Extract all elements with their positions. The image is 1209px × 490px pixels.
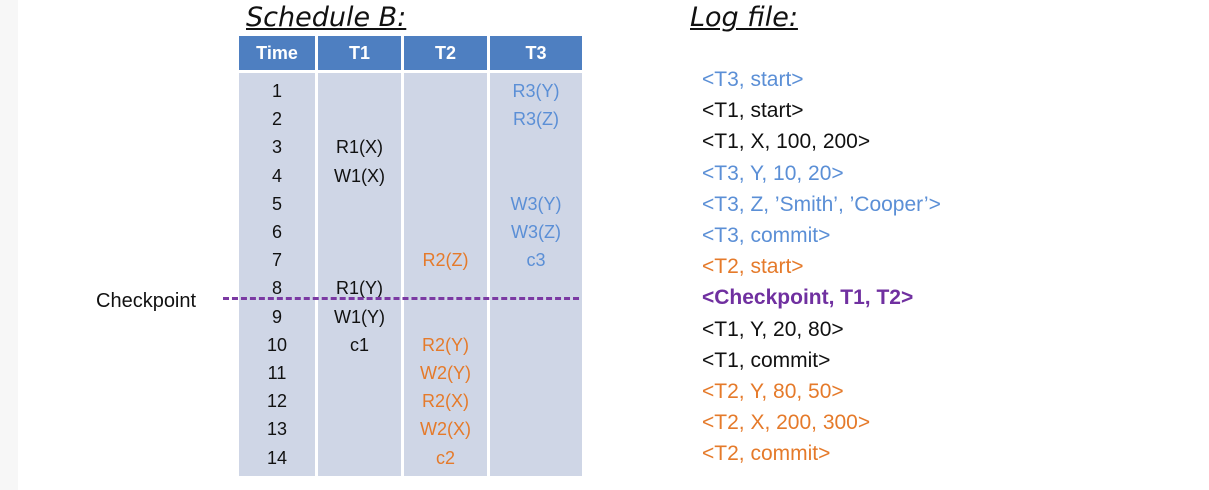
log-title: Log file: xyxy=(690,2,798,33)
cell-t3: c3 xyxy=(526,250,546,271)
cell-time: 1 xyxy=(271,81,282,101)
cell-time: 2 xyxy=(271,109,282,130)
column-time: 1 2 3 4 5 6 7 8 9 10 11 12 13 14 xyxy=(239,73,315,476)
cell-time: 4 xyxy=(271,165,282,186)
cell-t2: W2(Y) xyxy=(420,363,471,383)
cell-t3: W3(Y) xyxy=(510,193,562,214)
log-entry: <T2, Y, 80, 50> xyxy=(702,380,844,403)
cell-t2: R2(X) xyxy=(421,391,469,412)
log-entry: <T2, X, 200, 300> xyxy=(702,411,871,435)
cell-t1: c1 xyxy=(349,334,369,355)
checkpoint-label: Checkpoint xyxy=(96,290,197,312)
log-entry: <T1, start> xyxy=(702,99,804,123)
cell-time: 9 xyxy=(271,306,282,327)
header-time: Time xyxy=(239,36,315,70)
cell-time: 12 xyxy=(266,391,288,412)
cell-time: 6 xyxy=(271,222,282,242)
left-edge-strip xyxy=(0,0,18,490)
cell-time: 11 xyxy=(267,363,287,383)
column-t1: R1(X) W1(X) R1(Y) W1(Y) c1 xyxy=(318,73,401,476)
log-entry: <T3, Y, 10, 20> xyxy=(702,161,844,185)
cell-time: 14 xyxy=(266,447,288,468)
cell-t3: R3(Z) xyxy=(513,109,559,130)
log-entry: <T3, Z, ’Smith’, ’Cooper’> xyxy=(702,192,941,216)
cell-time: 3 xyxy=(271,137,282,158)
cell-t3: W3(Z) xyxy=(511,222,561,242)
header-t3: T3 xyxy=(490,36,582,70)
column-t2: R2(Z) R2(Y) W2(Y) R2(X) W2(X) c2 xyxy=(404,73,487,476)
header-t1: T1 xyxy=(318,36,401,70)
schedule-table: Time T1 T2 T3 1 2 3 4 5 6 7 8 9 10 11 12 13 14 R1(X) W… xyxy=(239,36,582,476)
cell-time: 8 xyxy=(271,278,282,299)
cell-t2: W2(X) xyxy=(420,419,471,440)
column-t3: R3(Y) R3(Z) W3(Y) W3(Z) c3 xyxy=(490,73,582,476)
log-entry: <T2, start> xyxy=(702,255,804,279)
cell-t1: R1(X) xyxy=(335,137,383,158)
cell-t1: R1(Y) xyxy=(335,278,383,299)
cell-time: 7 xyxy=(271,250,282,271)
schedule-title: Schedule B: xyxy=(246,2,407,33)
checkpoint-line xyxy=(223,297,579,300)
cell-time: 10 xyxy=(266,334,288,355)
log-entry: <T2, commit> xyxy=(702,442,831,466)
cell-t3: R3(Y) xyxy=(512,81,560,101)
cell-t2: c2 xyxy=(435,447,455,468)
cell-time: 13 xyxy=(266,419,288,440)
log-entry: <T3, commit> xyxy=(702,224,831,247)
cell-time: 5 xyxy=(271,193,282,214)
header-t2: T2 xyxy=(404,36,487,70)
log-entry: <T1, Y, 20, 80> xyxy=(702,317,844,341)
log-entry: <T1, commit> xyxy=(702,348,831,372)
log-entry: <Checkpoint, T1, T2> xyxy=(702,286,914,310)
log-entry: <T3, start> xyxy=(702,68,804,91)
cell-t1: W1(Y) xyxy=(334,306,385,327)
cell-t2: R2(Z) xyxy=(422,250,469,271)
cell-t1: W1(X) xyxy=(334,165,385,186)
cell-t2: R2(Y) xyxy=(421,334,469,355)
log-entry: <T1, X, 100, 200> xyxy=(702,130,871,154)
